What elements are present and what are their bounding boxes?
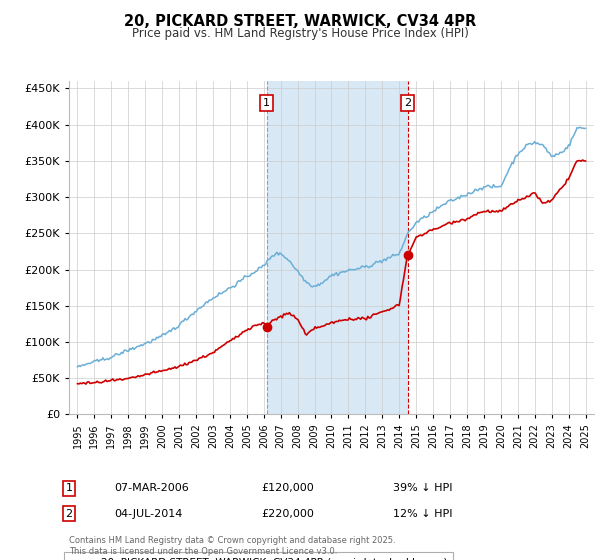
Text: Contains HM Land Registry data © Crown copyright and database right 2025.
This d: Contains HM Land Registry data © Crown c…: [69, 536, 395, 556]
Text: 2: 2: [404, 98, 411, 108]
Legend: 20, PICKARD STREET, WARWICK, CV34 4PR (semi-detached house), HPI: Average price,: 20, PICKARD STREET, WARWICK, CV34 4PR (s…: [64, 552, 453, 560]
Text: £120,000: £120,000: [261, 483, 314, 493]
Text: 07-MAR-2006: 07-MAR-2006: [114, 483, 189, 493]
Text: 1: 1: [263, 98, 270, 108]
Text: £220,000: £220,000: [261, 508, 314, 519]
Text: Price paid vs. HM Land Registry's House Price Index (HPI): Price paid vs. HM Land Registry's House …: [131, 27, 469, 40]
Text: 39% ↓ HPI: 39% ↓ HPI: [393, 483, 452, 493]
Text: 04-JUL-2014: 04-JUL-2014: [114, 508, 182, 519]
Text: 2: 2: [65, 508, 73, 519]
Text: 1: 1: [65, 483, 73, 493]
Text: 12% ↓ HPI: 12% ↓ HPI: [393, 508, 452, 519]
Bar: [266, 81, 408, 414]
Text: 20, PICKARD STREET, WARWICK, CV34 4PR: 20, PICKARD STREET, WARWICK, CV34 4PR: [124, 14, 476, 29]
